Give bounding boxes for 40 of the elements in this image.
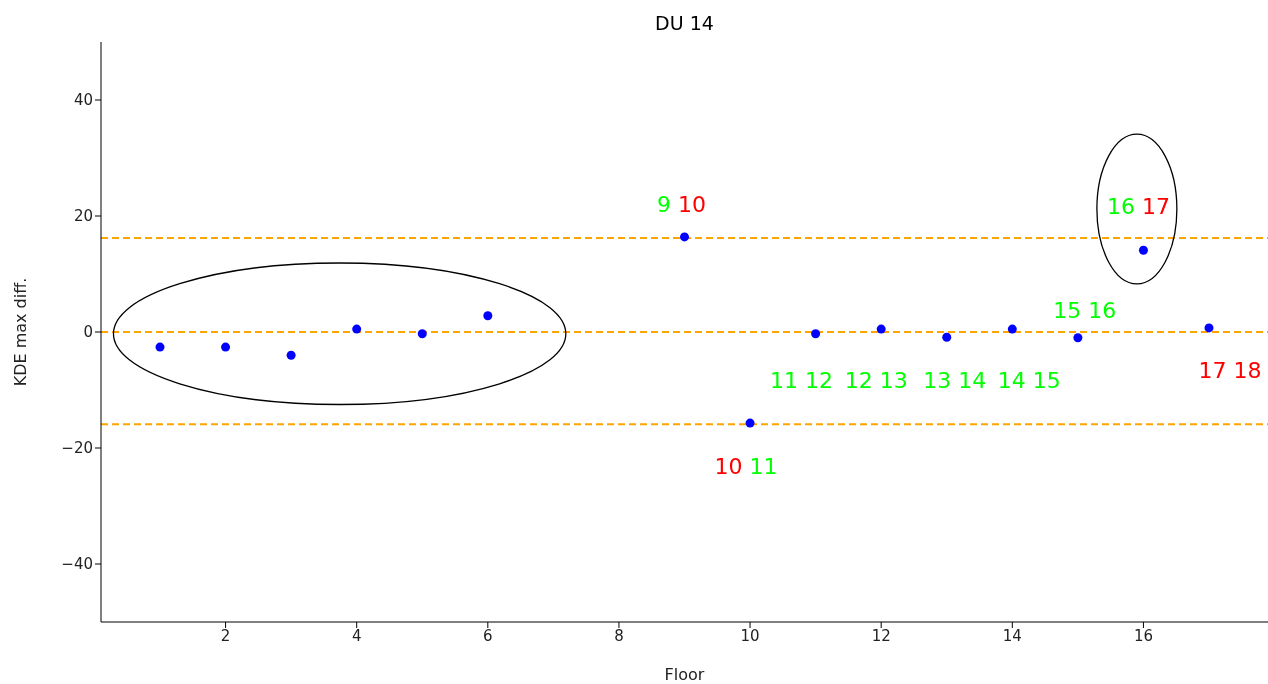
x-tick-label: 16	[1133, 626, 1153, 645]
y-tick-label: 0	[83, 323, 93, 342]
point	[1138, 245, 1148, 255]
annotation: 11 12	[770, 367, 834, 393]
point	[417, 329, 427, 339]
y-tick-label: 20	[73, 207, 93, 226]
point	[745, 418, 755, 428]
annotation: 15 16	[1053, 297, 1117, 323]
point	[155, 342, 165, 352]
y-tick-label: −20	[61, 439, 93, 458]
x-tick-label: 8	[614, 626, 624, 645]
point	[286, 350, 296, 360]
point	[876, 324, 886, 334]
annotation: 16 17	[1106, 193, 1170, 219]
point	[942, 332, 952, 342]
x-tick-label: 6	[483, 626, 493, 645]
point	[483, 311, 493, 321]
chart-title: DU 14	[654, 12, 715, 34]
point	[1073, 333, 1083, 343]
point	[352, 324, 362, 334]
annotation: 14 15	[997, 367, 1061, 393]
y-tick-label: −40	[61, 555, 93, 574]
y-tick-label: 40	[73, 91, 93, 110]
point	[1204, 323, 1214, 333]
x-tick-label: 2	[220, 626, 231, 645]
x-tick-label: 4	[351, 626, 362, 645]
annotation: 12 13	[844, 367, 908, 393]
point	[221, 342, 231, 352]
y-axis-title: KDE max diff.	[10, 277, 30, 387]
annotation: 10 11	[714, 453, 778, 479]
point	[811, 329, 821, 339]
annotation: 13 14	[923, 367, 987, 393]
x-tick-label: 10	[740, 626, 760, 645]
x-tick-label: 14	[1002, 626, 1022, 645]
point	[1007, 324, 1017, 334]
x-axis-title: Floor	[664, 665, 705, 684]
x-tick-label: 12	[871, 626, 891, 645]
point	[680, 232, 689, 242]
annotation: 17 18	[1198, 357, 1262, 383]
annotation: 9 10	[657, 191, 706, 217]
